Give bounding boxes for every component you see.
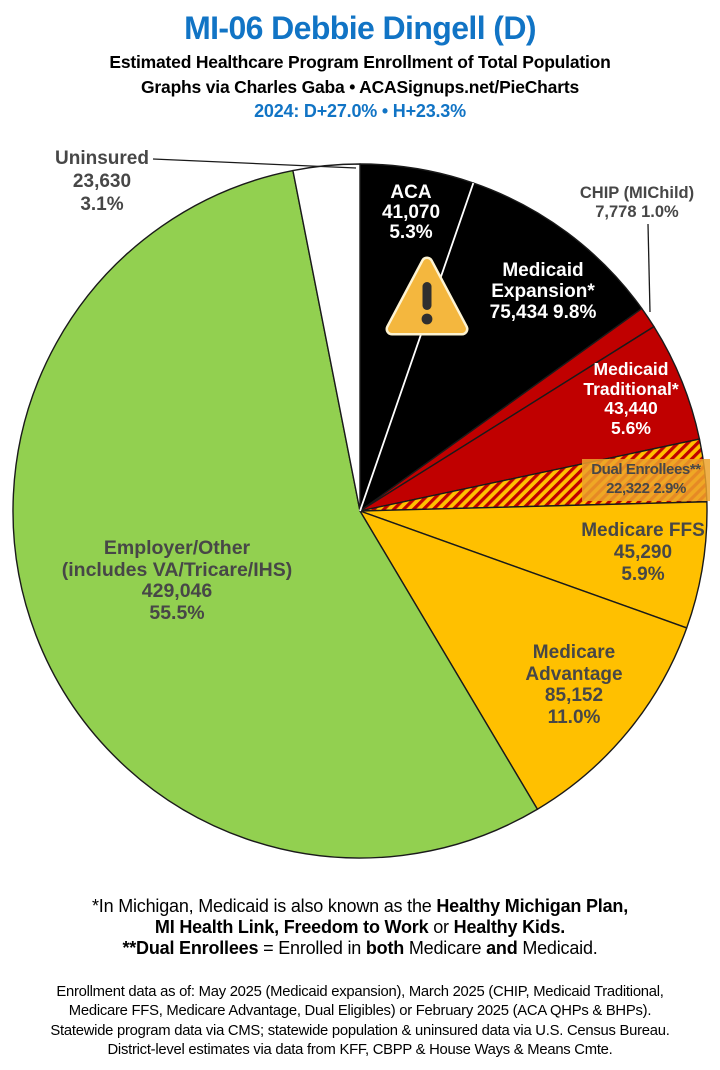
label-chip-name: CHIP (MIChild)	[579, 184, 695, 202]
label-medicare-advantage-pct: 11.0%	[547, 706, 601, 728]
label-uninsured-name: Uninsured	[55, 148, 149, 169]
label-medicare-ffs: Medicare FFS 45,290 5.9%	[581, 520, 705, 586]
label-dual-enrollees-name: Dual Enrollees**	[591, 461, 701, 478]
label-medicaid-expansion: Medicaid Expansion* 75,434 9.8%	[490, 260, 597, 323]
slice-divider-white	[359, 182, 475, 512]
label-medicare-advantage: Medicare Advantage 85,152 11.0%	[525, 642, 622, 728]
label-medicaid-expansion-line2: Expansion*	[491, 281, 595, 302]
footnote-data-sources: Enrollment data as of: May 2025 (Medicai…	[0, 983, 720, 1060]
label-employer-other-count: 429,046	[141, 580, 213, 602]
pie-slice-employer-other	[12, 169, 539, 859]
page-subtitle: Estimated Healthcare Program Enrollment …	[109, 52, 611, 72]
pie-slice-medicaid-expansion	[359, 182, 643, 512]
pie-slice-uninsured	[292, 163, 361, 512]
label-aca-count: 41,070	[381, 202, 441, 223]
footnote-medicaid-names: *In Michigan, Medicaid is also known as …	[0, 896, 720, 958]
label-medicaid-traditional-count: 43,440	[604, 398, 658, 418]
label-aca-name: ACA	[390, 182, 432, 203]
footnote-line: Statewide program data via CMS; statewid…	[50, 1022, 670, 1039]
label-uninsured: Uninsured 23,630 3.1%	[55, 147, 149, 216]
pie-slice-medicare-ffs	[359, 501, 708, 629]
footnote-line: MI Health Link, Freedom to Work or Healt…	[154, 916, 566, 937]
label-medicaid-traditional: Medicaid Traditional* 43,440 5.6%	[583, 359, 679, 438]
label-medicaid-expansion-line1: Medicaid	[502, 260, 584, 281]
label-chip-count-pct: 7,778 1.0%	[595, 203, 679, 221]
label-medicaid-traditional-pct: 5.6%	[611, 417, 651, 438]
label-uninsured-pct: 3.1%	[80, 194, 124, 215]
warning-icon	[385, 256, 469, 336]
label-medicare-advantage-line2: Advantage	[525, 663, 623, 685]
label-medicare-ffs-count: 45,290	[613, 542, 673, 563]
footnote-line: Medicare FFS, Medicare Advantage, Dual E…	[68, 1003, 652, 1020]
label-dual-enrollees-count-pct: 22,322 2.9%	[606, 479, 686, 497]
label-dual-enrollees: Dual Enrollees** 22,322 2.9%	[582, 459, 710, 501]
label-medicaid-expansion-count-pct: 75,434 9.8%	[489, 302, 597, 323]
pie-overlays-group	[359, 182, 475, 512]
label-employer-other-line1: Employer/Other	[103, 537, 251, 559]
label-medicare-advantage-count: 85,152	[544, 685, 604, 706]
footnote-line: **Dual Enrollees = Enrolled in both Medi…	[122, 937, 598, 958]
label-medicaid-traditional-line2: Traditional*	[583, 378, 679, 399]
label-employer-other: Employer/Other (includes VA/Tricare/IHS)…	[61, 537, 293, 624]
credit-line: Graphs via Charles Gaba • ACASignups.net…	[141, 77, 579, 97]
label-employer-other-line2: (includes VA/Tricare/IHS)	[61, 558, 293, 581]
partisan-lean-line: 2024: D+27.0% • H+23.3%	[254, 101, 466, 121]
label-medicaid-traditional-line1: Medicaid	[593, 359, 669, 379]
label-employer-other-pct: 55.5%	[149, 601, 205, 624]
leader-line-chip	[647, 223, 651, 313]
label-medicare-advantage-line1: Medicare	[532, 642, 616, 663]
label-uninsured-count: 23,630	[72, 171, 132, 192]
label-medicare-ffs-name: Medicare FFS	[581, 520, 705, 541]
label-chip: CHIP (MIChild) 7,778 1.0%	[580, 184, 694, 222]
label-aca-pct: 5.3%	[389, 222, 433, 243]
label-medicare-ffs-pct: 5.9%	[621, 564, 665, 585]
pie-slice-medicare-advantage	[359, 510, 688, 810]
leader-line-uninsured	[152, 158, 357, 169]
footnote-line: District-level estimates via data from K…	[107, 1041, 613, 1058]
label-aca: ACA 41,070 5.3%	[382, 183, 440, 243]
page-title: MI-06 Debbie Dingell (D)	[184, 10, 536, 46]
footnote-line: Enrollment data as of: May 2025 (Medicai…	[56, 984, 664, 1000]
footnote-line: *In Michigan, Medicaid is also known as …	[91, 896, 629, 916]
